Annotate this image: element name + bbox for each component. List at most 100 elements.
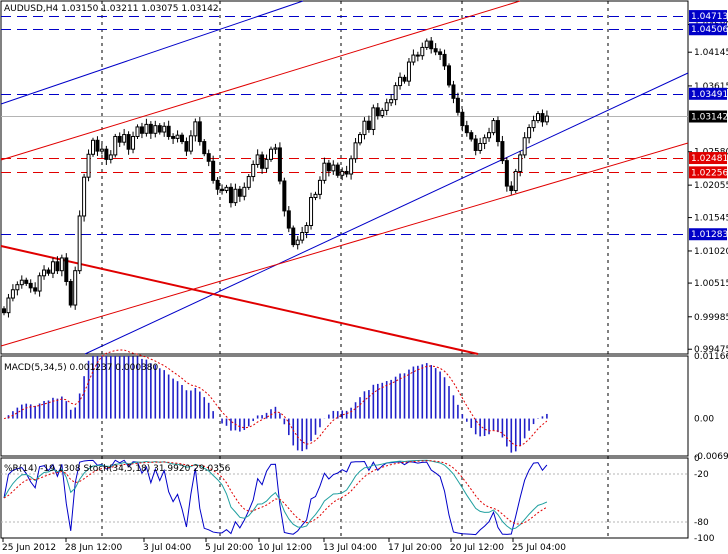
level-price-box — [689, 23, 727, 36]
candle-body — [322, 162, 327, 181]
time-tick-label: 17 Jul 20:00 — [388, 543, 442, 553]
candle-body — [513, 170, 518, 192]
candle-body — [398, 76, 403, 87]
candle-body — [273, 147, 278, 150]
price-tick-label: 0.99985 — [694, 313, 728, 323]
stoch-main-line — [3, 459, 548, 530]
candle-body — [108, 154, 113, 160]
candle-body — [531, 120, 536, 129]
wpr-panel-frame — [0, 457, 689, 539]
candle-body — [6, 297, 11, 314]
candle-body — [464, 125, 469, 134]
candle-body — [184, 141, 189, 152]
candle-body — [500, 141, 505, 162]
candle-body — [358, 134, 362, 144]
candle-body — [95, 139, 100, 152]
red-channel-lower-line — [0, 142, 689, 347]
candle-body — [340, 170, 345, 176]
candle-body — [131, 135, 136, 150]
candle-body — [153, 125, 158, 134]
candle-body — [233, 188, 238, 204]
level-price-label: 1.02481 — [691, 154, 728, 164]
candle-body — [295, 239, 300, 246]
candle-body — [246, 176, 251, 188]
candle-body — [509, 185, 514, 192]
candle-body — [202, 141, 207, 155]
level-price-box — [689, 166, 727, 179]
level-price-box — [689, 228, 727, 241]
candle-body — [527, 127, 532, 139]
candle-body — [82, 176, 87, 217]
candle-body — [15, 284, 20, 291]
time-tick-label: 13 Jul 04:00 — [323, 543, 377, 553]
blue-channel-upper-line — [0, 0, 304, 105]
candle-body — [326, 162, 331, 172]
candle-body — [442, 53, 447, 67]
candle-body — [19, 279, 24, 286]
wpr-tick-label: -100 — [694, 534, 715, 544]
time-tick-label: 20 Jul 12:00 — [450, 543, 504, 553]
candle-body — [313, 193, 318, 199]
candle-body — [188, 135, 193, 152]
macd-histogram-group — [7, 356, 548, 453]
candle-body — [344, 170, 349, 175]
time-tick-label: 3 Jul 04:00 — [143, 543, 192, 553]
candle-body — [28, 282, 33, 289]
level-price-label: 1.03491 — [691, 90, 728, 100]
candle-body — [380, 109, 385, 116]
candle-body — [402, 76, 407, 82]
candle-body — [460, 111, 465, 127]
price-tick-label: 1.00515 — [694, 279, 728, 289]
candle-body — [291, 227, 296, 246]
time-tick-label: 28 Jun 12:00 — [65, 543, 122, 553]
candle-body — [366, 120, 371, 130]
candle-body — [206, 153, 211, 162]
wpr-tick-label: -80 — [694, 518, 709, 528]
candle-body — [104, 148, 109, 160]
candle-body — [317, 179, 322, 195]
candle-body — [73, 270, 78, 306]
candle-body — [540, 113, 545, 123]
candle-body — [50, 261, 55, 274]
candles-group — [2, 36, 549, 318]
candle-body — [478, 142, 483, 151]
candle-body — [433, 48, 438, 53]
candle-body — [255, 154, 260, 165]
candle-body — [277, 147, 282, 182]
candle-body — [59, 257, 64, 272]
price-tick-label: 1.01020 — [694, 247, 728, 257]
wpr-label: %R(14) -19.1308 Stoch(34,5,18) 31.9920 2… — [4, 464, 231, 474]
candle-body — [55, 261, 60, 272]
candle-body — [2, 308, 6, 314]
macd-tick-label: 0.00 — [694, 415, 714, 425]
candle-body — [384, 102, 389, 111]
candle-body — [518, 154, 523, 172]
wpr-tick-label: -20 — [694, 470, 709, 480]
candle-body — [455, 97, 460, 113]
level-price-label: 1.04506 — [691, 25, 728, 35]
macd-label: MACD(5,34,5) 0.001237 0.000380 — [4, 363, 159, 373]
candle-body — [242, 186, 247, 197]
candle-body — [424, 40, 429, 48]
chart-header-text: AUDUSD,H4 1.03150 1.03211 1.03075 1.0314… — [4, 4, 219, 14]
candle-body — [371, 107, 376, 130]
price-tick-label: 1.02055 — [694, 181, 728, 191]
candle-body — [349, 158, 354, 175]
price-tick-label: 1.01545 — [694, 214, 728, 224]
candle-body — [10, 289, 15, 299]
candle-body — [215, 179, 220, 190]
candle-body — [224, 186, 229, 192]
candle-body — [193, 121, 198, 137]
wpr-line — [3, 459, 548, 536]
candle-body — [406, 61, 411, 82]
candle-body — [37, 275, 42, 292]
candle-body — [309, 197, 314, 227]
candle-body — [286, 210, 291, 229]
candle-body — [522, 137, 527, 156]
level-price-label: 1.04713 — [691, 12, 728, 22]
candle-body — [64, 257, 69, 282]
candle-body — [260, 154, 265, 169]
wpr-tick-label: 0 — [694, 454, 700, 464]
